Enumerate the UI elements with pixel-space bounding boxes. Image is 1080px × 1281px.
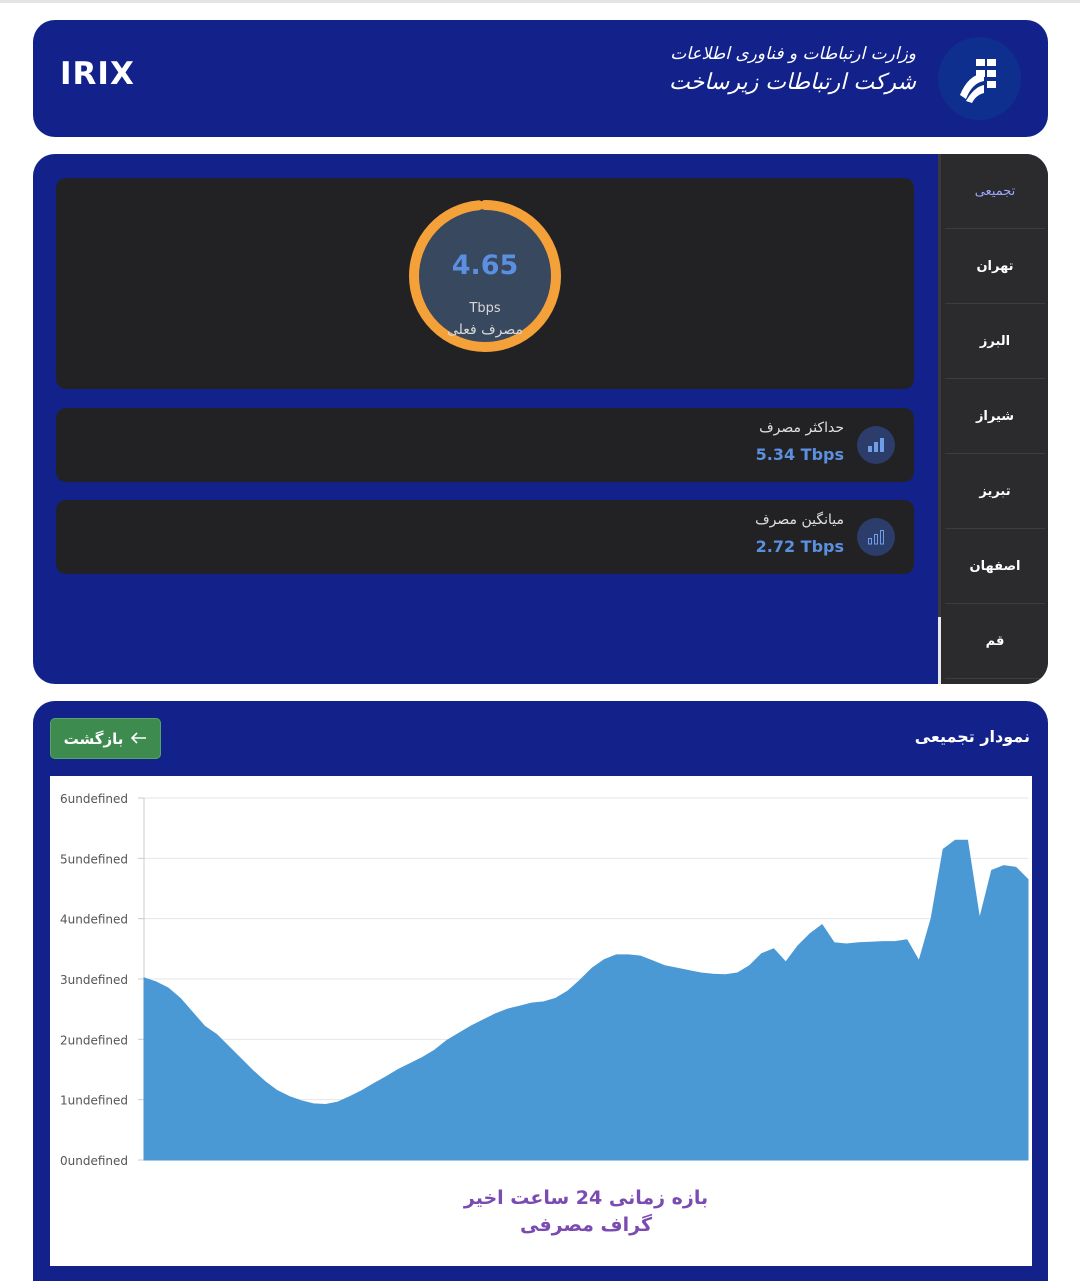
current-usage-unit: Tbps	[469, 301, 501, 316]
sidebar-item-shiraz[interactable]: شیراز	[945, 379, 1045, 454]
y-tick-label: 4undefined	[60, 913, 128, 927]
arrow-left-icon	[131, 730, 147, 748]
sidebar-item-aggregate[interactable]: تجمیعی	[945, 154, 1045, 229]
y-tick-label: 6undefined	[60, 792, 128, 806]
ministry-name: وزارت ارتباطات و فناوری اطلاعات	[670, 44, 916, 64]
bar-chart-icon	[857, 426, 895, 464]
back-button-label: بازگشت	[63, 729, 124, 748]
usage-chart-svg: 0undefined 1undefined 2undefined 3undefined…	[60, 792, 1029, 1236]
usage-chart: 0undefined 1undefined 2undefined 3undefined…	[50, 776, 1032, 1266]
y-tick-label: 1undefined	[60, 1094, 128, 1108]
tic-logo-icon	[938, 37, 1021, 120]
sidebar-divider	[938, 154, 941, 684]
chart-title-line2: گراف مصرفی	[520, 1213, 653, 1236]
current-usage-label: مصرف فعلی	[446, 322, 524, 338]
y-tick-label: 2undefined	[60, 1033, 128, 1047]
company-name: شرکت ارتباطات زیرساخت	[669, 70, 916, 95]
brand-title: IRIX	[60, 56, 135, 92]
usage-area-series	[143, 839, 1029, 1161]
sidebar-scrollbar[interactable]	[938, 617, 941, 684]
y-tick-label: 3undefined	[60, 973, 128, 987]
current-usage-value: 4.65	[451, 250, 519, 281]
region-sidebar: تجمیعی تهران البرز شیراز تبریز اصفهان قم	[938, 154, 1048, 684]
max-usage-title: حداکثر مصرف	[759, 420, 844, 436]
chart-panel-title: نمودار تجمیعی	[914, 727, 1030, 746]
avg-usage-card: میانگین مصرف 2.72 Tbps	[56, 500, 914, 574]
app-header: IRIX وزارت ارتباطات و فناوری اطلاعات شرک…	[33, 20, 1048, 137]
stats-panel: 4.65 Tbps مصرف فعلی حداکثر مصرف 5.34 Tbp…	[33, 154, 1048, 684]
chart-title-line1: بازه زمانی 24 ساعت اخیر	[463, 1187, 708, 1209]
usage-gauge: 4.65 Tbps مصرف فعلی	[407, 198, 563, 354]
sidebar-item-isfahan[interactable]: اصفهان	[945, 529, 1045, 604]
top-divider	[0, 0, 1080, 3]
bar-chart-outline-icon	[857, 518, 895, 556]
max-usage-value: 5.34 Tbps	[755, 445, 844, 464]
back-button[interactable]: بازگشت	[50, 718, 161, 759]
y-tick-label: 5undefined	[60, 852, 128, 866]
sidebar-item-tabriz[interactable]: تبریز	[945, 454, 1045, 529]
sidebar-item-alborz[interactable]: البرز	[945, 304, 1045, 379]
current-usage-card: 4.65 Tbps مصرف فعلی	[56, 178, 914, 389]
y-tick-label: 0undefined	[60, 1154, 128, 1168]
avg-usage-value: 2.72 Tbps	[755, 537, 844, 556]
organization-name: وزارت ارتباطات و فناوری اطلاعات شرکت ارت…	[669, 44, 916, 95]
sidebar-item-qom[interactable]: قم	[945, 604, 1045, 679]
avg-usage-title: میانگین مصرف	[755, 512, 844, 528]
max-usage-card: حداکثر مصرف 5.34 Tbps	[56, 408, 914, 482]
sidebar-item-tehran[interactable]: تهران	[945, 229, 1045, 304]
chart-panel: نمودار تجمیعی بازگشت 0undefined 1undefine…	[33, 701, 1048, 1281]
